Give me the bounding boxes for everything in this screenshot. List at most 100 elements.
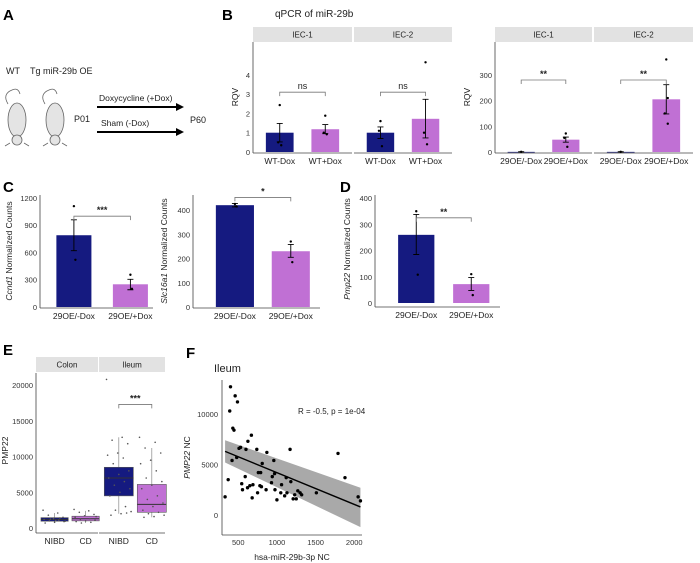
scatter-point bbox=[230, 458, 234, 463]
significance-bracket bbox=[620, 79, 667, 85]
facet-strip-label: Ileum bbox=[122, 361, 142, 370]
data-point bbox=[663, 112, 666, 115]
data-point bbox=[124, 505, 127, 508]
bar bbox=[311, 129, 340, 152]
y-tick-label: 0 bbox=[214, 511, 218, 520]
scatter-point bbox=[226, 477, 230, 482]
significance-label: * bbox=[261, 186, 265, 196]
chart-title: Ileum bbox=[214, 363, 241, 375]
scatter-point bbox=[336, 451, 340, 456]
data-point bbox=[88, 517, 91, 520]
scatter-point bbox=[248, 484, 252, 488]
scatter-point bbox=[251, 483, 255, 487]
scatter-point bbox=[343, 475, 347, 480]
p01-label: P01 bbox=[74, 114, 90, 124]
significance-bracket bbox=[415, 217, 472, 222]
data-point bbox=[519, 150, 523, 154]
data-point bbox=[56, 512, 59, 514]
y-axis-label-gene: Pmp22 bbox=[342, 273, 352, 300]
mouse-icon bbox=[42, 88, 68, 147]
facet: Ileum NIBD CD *** bbox=[99, 357, 167, 546]
x-tick-label: WT-Dox bbox=[264, 156, 295, 166]
scatter-point bbox=[233, 394, 237, 398]
scatter-point bbox=[246, 439, 250, 443]
facet: IEC-2 29OE/-Dox 29OE/+Dox ** bbox=[594, 27, 693, 166]
data-point bbox=[118, 473, 120, 476]
data-point bbox=[90, 521, 92, 524]
y-axis-label-text: PMP22 bbox=[0, 436, 10, 464]
scatter-point bbox=[238, 445, 243, 450]
data-point bbox=[112, 462, 115, 465]
y-axis-label-text: RQV bbox=[462, 87, 472, 106]
scatter-point bbox=[291, 497, 295, 501]
y-tick-label: 100 bbox=[359, 273, 372, 282]
y-axis-label-text: NC bbox=[182, 436, 192, 451]
significance-label: ** bbox=[640, 69, 648, 79]
x-tick-label: 1000 bbox=[269, 538, 286, 547]
data-point bbox=[57, 519, 60, 521]
facet-strip-label: IEC-1 bbox=[533, 31, 554, 40]
significance-bracket bbox=[234, 197, 292, 202]
x-tick-label: WT+Dox bbox=[309, 156, 343, 166]
data-point bbox=[48, 520, 51, 522]
x-tick-label: WT-Dox bbox=[365, 156, 396, 166]
y-tick-label: 5000 bbox=[16, 488, 33, 497]
data-point bbox=[153, 515, 155, 518]
scatter-point bbox=[272, 458, 276, 463]
data-point bbox=[107, 477, 110, 479]
x-tick-label: 29OE/+Dox bbox=[108, 311, 153, 321]
data-point bbox=[59, 517, 61, 519]
data-point bbox=[79, 518, 82, 521]
data-point bbox=[62, 516, 64, 519]
data-point bbox=[665, 58, 668, 61]
data-point bbox=[74, 516, 76, 519]
scatter-point bbox=[356, 495, 360, 499]
data-point bbox=[138, 436, 141, 439]
y-tick-label: 300 bbox=[177, 230, 190, 239]
data-point bbox=[78, 511, 81, 514]
error-bar bbox=[287, 244, 294, 258]
y-tick-label: 300 bbox=[359, 220, 372, 229]
panel-a-schematic: WT Tg miR-29b OE P01 Doxycycline (+Dox) … bbox=[4, 66, 206, 147]
chart-b1: 0 1 2 3 4 RQV IEC-1 WT-Dox WT+Dox ns IEC-2 WT-Dox WT… bbox=[230, 27, 452, 166]
data-point bbox=[289, 240, 292, 243]
data-point bbox=[415, 210, 418, 213]
bar bbox=[453, 284, 490, 303]
data-point bbox=[83, 515, 86, 517]
data-point bbox=[110, 514, 112, 516]
error-bar bbox=[468, 277, 475, 291]
y-axis-label-text: Normalized Counts bbox=[4, 201, 14, 276]
significance-label: ns bbox=[298, 81, 308, 91]
y-axis-label-gene: PMP22 bbox=[182, 451, 192, 479]
data-point bbox=[120, 512, 122, 515]
scatter-point bbox=[245, 486, 250, 490]
data-point bbox=[53, 521, 56, 524]
y-axis-label: RQV bbox=[230, 87, 240, 106]
y-axis-label: Slc16a1 Normalized Counts bbox=[159, 198, 169, 303]
data-point bbox=[152, 505, 154, 508]
y-tick-label: 2 bbox=[246, 109, 250, 118]
scatter-point bbox=[293, 493, 297, 497]
significance-label: ** bbox=[440, 207, 448, 217]
data-point bbox=[379, 119, 382, 123]
data-point bbox=[122, 457, 125, 459]
wt-label: WT bbox=[6, 66, 20, 76]
data-point bbox=[157, 511, 160, 514]
data-point bbox=[75, 520, 77, 523]
facet-strip-label: Colon bbox=[57, 361, 78, 370]
x-axis-label: hsa-miR-29b-3p NC bbox=[254, 552, 330, 562]
data-point bbox=[322, 131, 325, 134]
data-point bbox=[140, 487, 143, 490]
data-point bbox=[128, 470, 130, 472]
data-point bbox=[129, 487, 131, 490]
bar bbox=[552, 139, 580, 152]
data-point bbox=[113, 484, 116, 486]
p60-label: P60 bbox=[190, 115, 206, 125]
data-point bbox=[111, 439, 113, 441]
data-point bbox=[145, 477, 148, 479]
facet: Colon NIBD CD bbox=[36, 357, 100, 546]
y-tick-label: 1200 bbox=[20, 194, 37, 203]
facet: 29OE/-Dox 29OE/+Dox ** bbox=[375, 207, 500, 320]
y-axis-label: PMP22 NC bbox=[182, 436, 192, 479]
scatter-point bbox=[275, 498, 279, 502]
